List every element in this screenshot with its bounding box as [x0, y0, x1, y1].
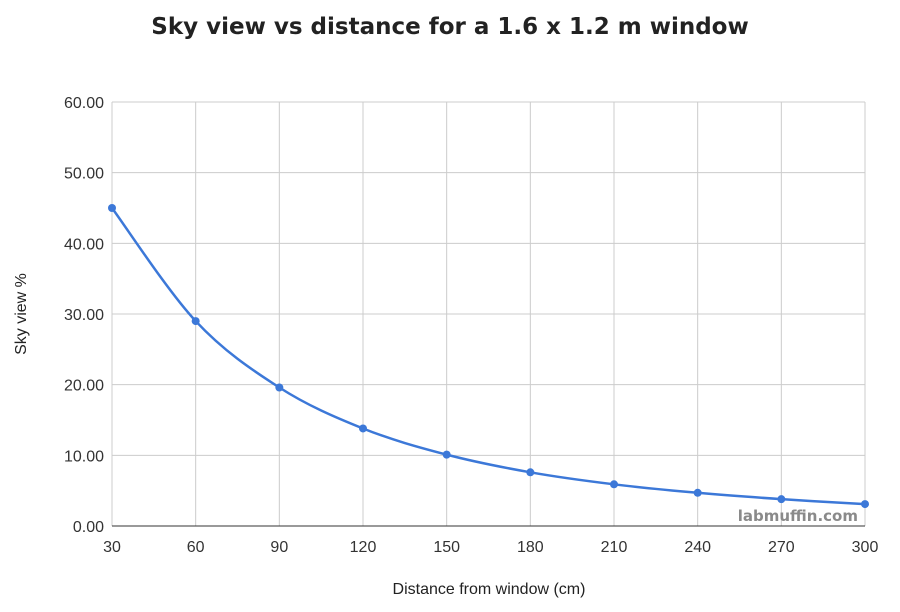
data-point [777, 495, 786, 504]
x-tick-label: 240 [684, 539, 711, 556]
x-tick-label: 150 [433, 539, 460, 556]
y-tick-label: 0.00 [73, 519, 104, 536]
data-point [861, 500, 869, 509]
series-line [110, 207, 866, 506]
x-tick-label: 90 [270, 539, 288, 556]
watermark-text: labmuffin.com [738, 507, 858, 525]
data-point [442, 450, 451, 459]
x-tick-label: 180 [517, 539, 544, 556]
y-tick-label: 20.00 [64, 378, 104, 395]
x-tick-label: 30 [103, 539, 121, 556]
y-tick-label: 50.00 [64, 166, 104, 183]
data-point [275, 383, 284, 392]
x-tick-label: 300 [852, 539, 879, 556]
data-point [359, 424, 367, 433]
data-point [610, 480, 618, 489]
y-axis-title: Sky view % [13, 273, 30, 355]
data-point [108, 204, 116, 212]
x-axis-title: Distance from window (cm) [393, 581, 586, 598]
data-series [108, 204, 869, 509]
x-tick-label: 60 [187, 539, 205, 556]
grid-lines [111, 101, 866, 527]
y-tick-label: 10.00 [64, 448, 104, 465]
x-tick-label: 120 [350, 539, 377, 556]
data-point [526, 468, 535, 477]
data-point [191, 317, 200, 326]
x-axis-tick-labels: 30 60 90 120 150 180 210 240 270 300 [103, 539, 878, 556]
y-tick-label: 60.00 [64, 95, 104, 112]
data-point [693, 488, 702, 497]
chart-title: Sky view vs distance for a 1.6 x 1.2 m w… [151, 14, 749, 40]
y-tick-label: 30.00 [64, 307, 104, 324]
x-tick-label: 270 [768, 539, 795, 556]
x-tick-label: 210 [601, 539, 628, 556]
y-tick-label: 40.00 [64, 236, 104, 253]
y-axis-tick-labels: 0.00 10.00 20.00 30.00 40.00 50.00 60.00 [64, 95, 104, 536]
